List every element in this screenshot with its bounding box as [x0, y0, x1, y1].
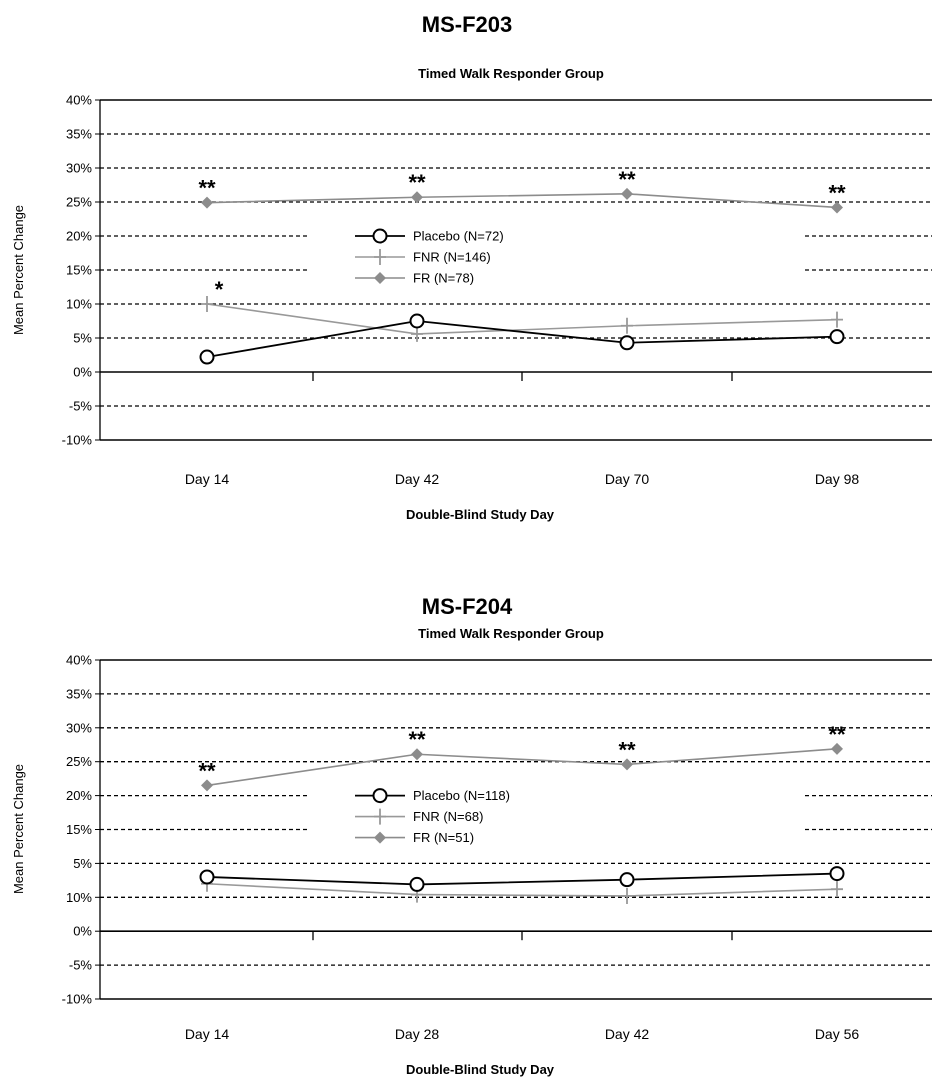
data-point-circle: [829, 866, 845, 882]
data-point-circle: [409, 313, 425, 329]
data-point-circle: [619, 872, 635, 888]
legend-marker-plus: [374, 249, 386, 265]
chart-title: MS-F204: [422, 594, 513, 619]
x-axis-title: Double-Blind Study Day: [406, 507, 555, 522]
series-line-circle: [206, 872, 838, 886]
y-tick-label: 0%: [73, 365, 92, 380]
data-point-circle: [199, 869, 215, 885]
significance-annotation: **: [828, 722, 846, 747]
significance-annotation: *: [215, 277, 224, 302]
series-line-diamond: [206, 193, 838, 209]
x-tick-label: Day 14: [185, 1026, 230, 1042]
data-point-diamond: [831, 742, 843, 755]
y-tick-label: -5%: [69, 399, 93, 414]
data-point-plus: [411, 325, 423, 342]
y-tick-label: 15%: [66, 822, 92, 837]
legend-marker-circle: [372, 788, 388, 804]
y-tick-label: 10%: [66, 297, 92, 312]
legend: Placebo (N=72) FNR (N=146) FR (N=78): [355, 228, 504, 286]
x-tick-label: Day 56: [815, 1026, 860, 1042]
data-point-diamond: [831, 201, 843, 214]
data-point-diamond: [621, 758, 633, 771]
significance-annotation: **: [198, 758, 216, 783]
legend-label: Placebo (N=118): [413, 788, 510, 803]
legend-marker-plus: [374, 808, 386, 825]
legend-label: FR (N=51): [413, 830, 474, 845]
chart-panel-ms-f203: MS-F203 Timed Walk Responder Group Mean Pe…: [11, 12, 932, 522]
y-tick-label: 30%: [66, 720, 92, 735]
y-tick-label: 35%: [66, 127, 92, 142]
data-point-plus: [621, 317, 633, 334]
data-point-plus: [621, 887, 633, 904]
data-point-plus: [201, 296, 213, 312]
y-tick-label: -5%: [69, 958, 93, 973]
y-tick-label: 25%: [66, 754, 92, 769]
data-point-plus: [831, 311, 843, 328]
legend-marker-circle: [372, 228, 388, 244]
chart-subtitle: Timed Walk Responder Group: [418, 66, 604, 81]
significance-annotation: **: [198, 176, 216, 201]
significance-annotation: **: [828, 180, 846, 205]
y-tick-label: 20%: [66, 229, 92, 244]
series-line-circle: [206, 320, 838, 358]
y-tick-label: 40%: [66, 93, 92, 108]
significance-annotation: **: [408, 727, 426, 752]
chart-title: MS-F203: [422, 12, 512, 37]
x-tick-label: Day 28: [395, 1026, 440, 1042]
y-tick-label: 35%: [66, 686, 92, 701]
x-tick-label: Day 42: [395, 471, 440, 487]
significance-annotation: **: [618, 167, 636, 192]
legend-marker-diamond: [374, 831, 386, 844]
data-point-circle: [619, 335, 635, 351]
chart-subtitle: Timed Walk Responder Group: [418, 626, 604, 641]
x-axis-title: Double-Blind Study Day: [406, 1062, 555, 1077]
y-tick-label: -10%: [62, 433, 93, 448]
y-tick-label: 10%: [66, 890, 92, 905]
x-tick-label: Day 70: [605, 471, 650, 487]
significance-annotation: **: [408, 170, 426, 195]
y-tick-label: 40%: [66, 653, 92, 668]
series-line-diamond: [206, 748, 838, 787]
y-axis-title: Mean Percent Change: [11, 764, 26, 894]
legend-label: FNR (N=68): [413, 809, 483, 824]
x-tick-label: Day 42: [605, 1026, 650, 1042]
data-point-diamond: [201, 779, 213, 792]
legend-label: FR (N=78): [413, 271, 474, 286]
data-point-circle: [199, 349, 215, 365]
series-line-plus: [206, 303, 838, 335]
data-point-circle: [829, 329, 845, 345]
series-line-plus: [206, 882, 838, 897]
y-tick-label: 5%: [73, 331, 92, 346]
y-tick-label: 20%: [66, 788, 92, 803]
legend: Placebo (N=118) FNR (N=68) FR (N=51): [355, 788, 510, 845]
chart-panel-ms-f204: MS-F204 Timed Walk Responder Group Mean Pe…: [11, 594, 932, 1077]
data-point-diamond: [621, 187, 633, 200]
data-point-diamond: [411, 748, 423, 761]
y-tick-label: 0%: [73, 924, 92, 939]
data-point-diamond: [201, 196, 213, 209]
data-point-plus: [831, 881, 843, 898]
y-tick-label: 30%: [66, 161, 92, 176]
x-tick-label: Day 14: [185, 471, 230, 487]
y-axis-title: Mean Percent Change: [11, 205, 26, 335]
legend-marker-diamond: [374, 272, 386, 284]
legend-label: FNR (N=146): [413, 250, 491, 265]
y-tick-label: 25%: [66, 195, 92, 210]
y-tick-label: 5%: [73, 856, 92, 871]
significance-annotation: **: [618, 737, 636, 762]
legend-label: Placebo (N=72): [413, 229, 504, 244]
x-tick-label: Day 98: [815, 471, 860, 487]
y-tick-label: -10%: [62, 992, 93, 1007]
data-point-diamond: [411, 191, 423, 204]
y-tick-label: 15%: [66, 263, 92, 278]
data-point-circle: [409, 876, 425, 892]
